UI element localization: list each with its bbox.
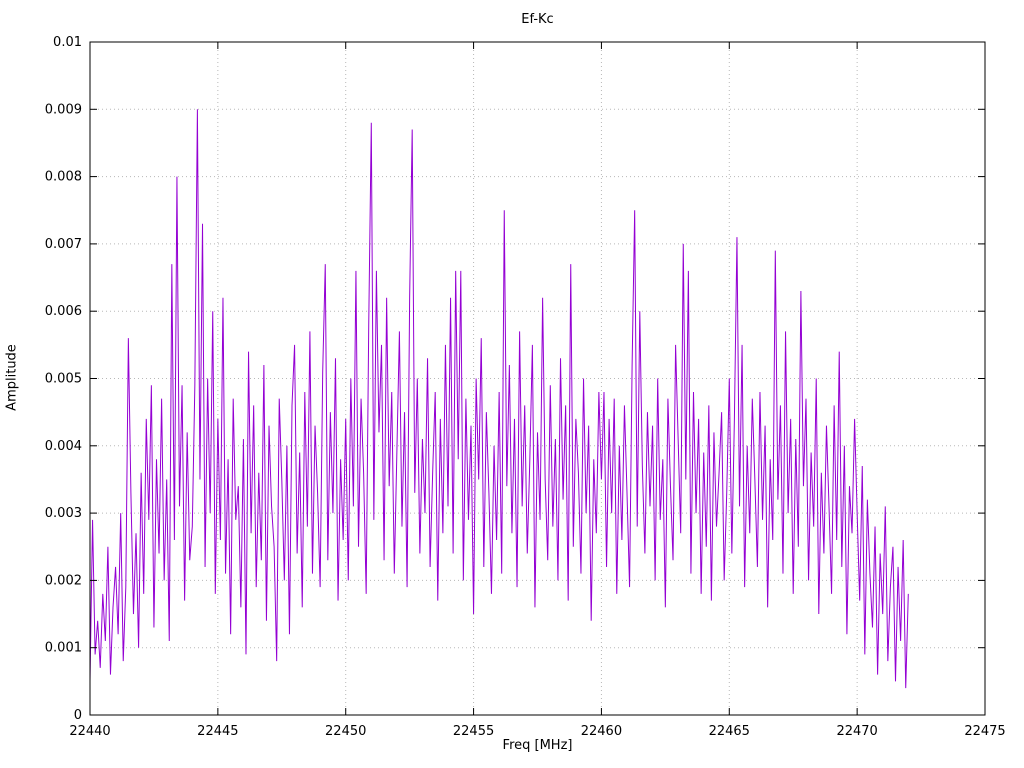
x-tick-label: 22475 [964, 724, 1005, 739]
y-tick-label: 0.003 [45, 506, 82, 521]
chart-title: Ef-Kc [521, 12, 554, 27]
y-axis-title: Amplitude [4, 344, 20, 411]
y-tick-label: 0.004 [45, 439, 82, 454]
y-tick-label: 0.009 [45, 102, 82, 117]
y-tick-label: 0.008 [45, 170, 82, 185]
signal-trace [89, 109, 909, 689]
y-tick-label: 0.007 [45, 237, 82, 252]
y-tick-label: 0.002 [45, 573, 82, 588]
y-tick-label: 0.01 [53, 35, 82, 50]
y-tick-label: 0 [74, 708, 82, 723]
x-tick-label: 22445 [197, 724, 238, 739]
x-tick-label: 22460 [581, 724, 622, 739]
x-tick-label: 22465 [709, 724, 750, 739]
y-tick-label: 0.006 [45, 304, 82, 319]
x-tick-label: 22450 [325, 724, 366, 739]
y-tick-label: 0.005 [45, 372, 82, 387]
x-tick-label: 22440 [69, 724, 110, 739]
x-tick-label: 22455 [453, 724, 494, 739]
x-tick-label: 22470 [836, 724, 877, 739]
y-tick-label: 0.001 [45, 641, 82, 656]
x-axis-title: Freq [MHz] [502, 738, 573, 753]
